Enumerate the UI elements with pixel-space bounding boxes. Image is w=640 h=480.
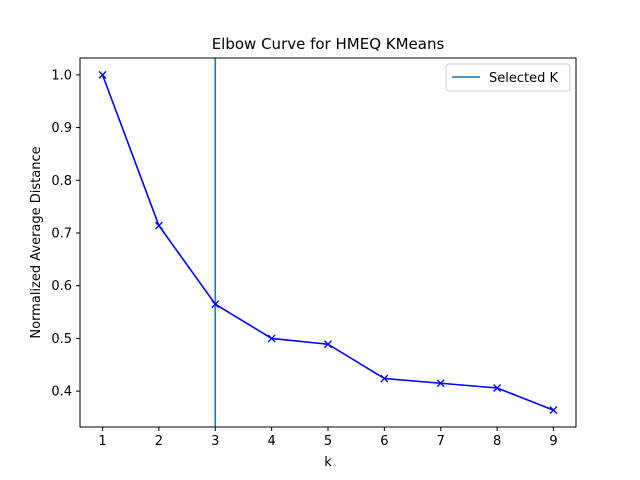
data-point <box>549 406 558 415</box>
legend-label: Selected K <box>489 71 558 86</box>
data-point <box>154 221 163 230</box>
x-tick-label: 5 <box>324 434 332 449</box>
x-tick-label: 4 <box>267 434 275 449</box>
plot-area <box>80 58 576 427</box>
x-tick-label: 1 <box>98 434 106 449</box>
x-tick-label: 6 <box>380 434 388 449</box>
data-point <box>267 334 276 343</box>
data-point <box>98 70 107 79</box>
y-tick-label: 0.8 <box>51 174 72 189</box>
legend-box <box>445 63 571 92</box>
x-tick-label: 3 <box>211 434 219 449</box>
chart-title: Elbow Curve for HMEQ KMeans <box>212 35 445 53</box>
x-tick-label: 8 <box>493 434 501 449</box>
y-tick-label: 0.5 <box>51 332 72 347</box>
x-tick-label: 2 <box>155 434 163 449</box>
data-point <box>493 384 502 392</box>
y-tick-label: 1.0 <box>51 68 72 83</box>
x-tick-label: 9 <box>549 434 557 449</box>
data-point <box>436 379 445 388</box>
y-tick-label: 0.4 <box>51 385 72 400</box>
series-markers <box>98 70 558 415</box>
data-point <box>211 300 220 309</box>
plot-frame <box>79 57 577 428</box>
legend: Selected K <box>445 63 571 92</box>
y-tick-label: 0.9 <box>51 121 72 136</box>
x-axis-label: k <box>324 455 332 470</box>
y-axis-ticks: 0.4 0.5 0.6 0.7 0.8 0.9 1.0 <box>51 68 80 400</box>
data-point <box>380 374 389 383</box>
x-tick-label: 7 <box>437 434 445 449</box>
y-tick-label: 0.6 <box>51 279 72 294</box>
data-point <box>324 340 332 349</box>
y-axis-label: Normalized Average Distance <box>29 146 44 338</box>
y-tick-label: 0.7 <box>51 227 72 242</box>
x-axis-ticks: 1 2 3 4 5 6 7 8 9 <box>98 427 558 449</box>
